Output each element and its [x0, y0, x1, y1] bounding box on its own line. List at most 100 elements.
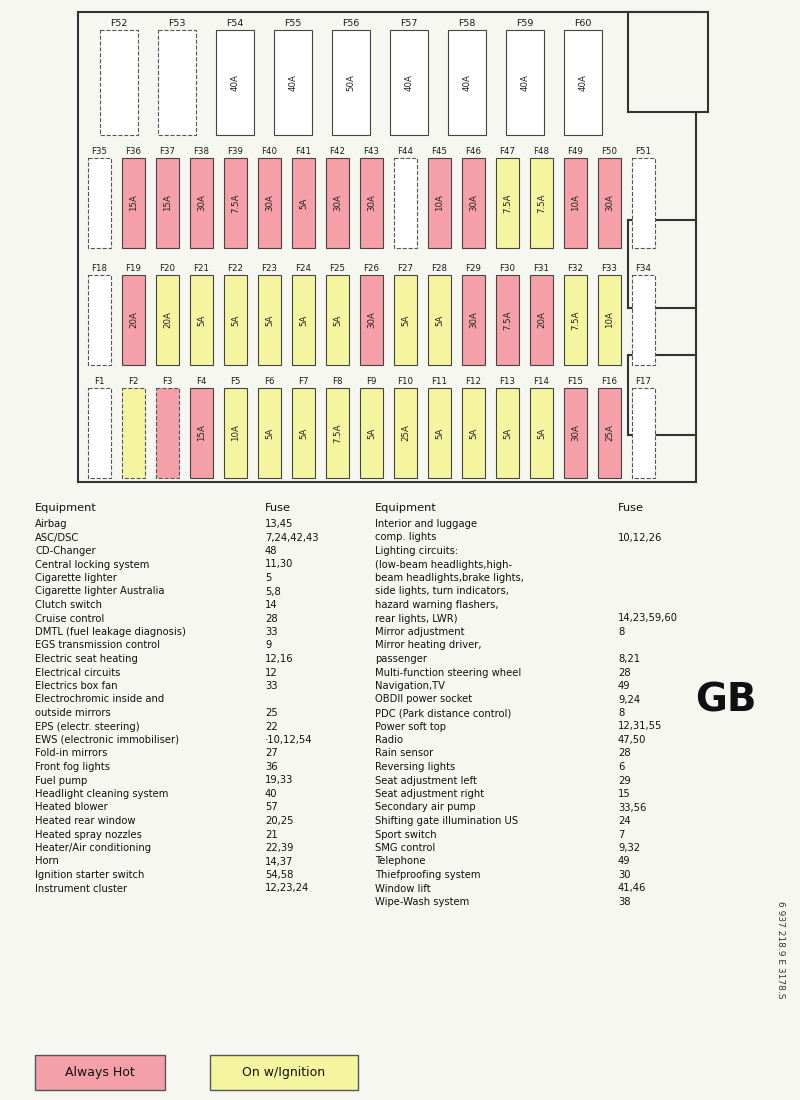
- Bar: [216, 30, 254, 135]
- Text: 15: 15: [618, 789, 630, 799]
- Bar: [628, 355, 696, 434]
- Bar: [210, 1055, 358, 1090]
- Bar: [156, 388, 179, 478]
- Text: F31: F31: [534, 264, 550, 273]
- Bar: [122, 275, 145, 365]
- Text: 28: 28: [265, 614, 278, 624]
- Text: 20A: 20A: [163, 311, 172, 329]
- Text: 40A: 40A: [521, 74, 530, 91]
- Text: 49: 49: [618, 857, 630, 867]
- Text: 14: 14: [265, 600, 278, 610]
- Text: F18: F18: [91, 264, 107, 273]
- Text: Electrochromic inside and: Electrochromic inside and: [35, 694, 164, 704]
- Text: 12,16: 12,16: [265, 654, 294, 664]
- Text: 30A: 30A: [469, 311, 478, 329]
- Text: 7,24,42,43: 7,24,42,43: [265, 532, 318, 542]
- Bar: [428, 388, 451, 478]
- Text: 10A: 10A: [571, 195, 580, 211]
- Text: F53: F53: [168, 19, 186, 28]
- Text: Rain sensor: Rain sensor: [375, 748, 434, 759]
- Text: F7: F7: [298, 377, 309, 386]
- Text: Mirror adjustment: Mirror adjustment: [375, 627, 465, 637]
- Text: 25A: 25A: [401, 425, 410, 441]
- Text: 5A: 5A: [469, 427, 478, 439]
- Text: F3: F3: [162, 377, 173, 386]
- Text: F23: F23: [262, 264, 278, 273]
- Text: Radio: Radio: [375, 735, 403, 745]
- Text: F5: F5: [230, 377, 241, 386]
- Text: F17: F17: [635, 377, 651, 386]
- Bar: [158, 30, 196, 135]
- Bar: [78, 12, 696, 482]
- Text: comp. lights: comp. lights: [375, 532, 436, 542]
- Text: 25A: 25A: [605, 425, 614, 441]
- Bar: [190, 388, 213, 478]
- Text: 25: 25: [265, 708, 278, 718]
- Text: 30: 30: [618, 870, 630, 880]
- Bar: [258, 388, 281, 478]
- Text: F42: F42: [330, 147, 346, 156]
- Text: 36: 36: [265, 762, 278, 772]
- Bar: [530, 275, 553, 365]
- Bar: [448, 30, 486, 135]
- Bar: [156, 275, 179, 365]
- Text: F49: F49: [567, 147, 583, 156]
- Text: F40: F40: [262, 147, 278, 156]
- Text: Interior and luggage: Interior and luggage: [375, 519, 477, 529]
- Text: 40A: 40A: [462, 74, 471, 91]
- Text: Power soft top: Power soft top: [375, 722, 446, 732]
- Bar: [326, 388, 349, 478]
- Text: 5A: 5A: [299, 315, 308, 326]
- Text: 5A: 5A: [265, 427, 274, 439]
- Text: 40: 40: [265, 789, 278, 799]
- Bar: [496, 388, 519, 478]
- Text: 7.5A: 7.5A: [231, 194, 240, 212]
- Text: 30A: 30A: [367, 311, 376, 329]
- Text: F6: F6: [264, 377, 274, 386]
- Bar: [598, 275, 621, 365]
- Text: side lights, turn indicators,: side lights, turn indicators,: [375, 586, 509, 596]
- Bar: [326, 275, 349, 365]
- Text: 30A: 30A: [571, 425, 580, 441]
- Text: beam headlights,brake lights,: beam headlights,brake lights,: [375, 573, 524, 583]
- Text: Equipment: Equipment: [375, 503, 437, 513]
- Text: 11,30: 11,30: [265, 560, 294, 570]
- Text: 5: 5: [265, 573, 271, 583]
- Text: 5A: 5A: [503, 427, 512, 439]
- Text: 12,23,24: 12,23,24: [265, 883, 310, 893]
- Text: F43: F43: [363, 147, 379, 156]
- Bar: [394, 275, 417, 365]
- Text: Heater/Air conditioning: Heater/Air conditioning: [35, 843, 151, 852]
- Bar: [598, 158, 621, 248]
- Text: Sport switch: Sport switch: [375, 829, 437, 839]
- Text: 5A: 5A: [367, 427, 376, 439]
- Text: Reversing lights: Reversing lights: [375, 762, 455, 772]
- Text: Cigarette lighter Australia: Cigarette lighter Australia: [35, 586, 165, 596]
- Text: Wipe-Wash system: Wipe-Wash system: [375, 896, 470, 907]
- Text: 29: 29: [618, 776, 630, 785]
- Text: 14,23,59,60: 14,23,59,60: [618, 614, 678, 624]
- Text: 7.5A: 7.5A: [503, 310, 512, 330]
- Bar: [462, 388, 485, 478]
- Text: Fold-in mirrors: Fold-in mirrors: [35, 748, 107, 759]
- Text: Heated spray nozzles: Heated spray nozzles: [35, 829, 142, 839]
- Text: Airbag: Airbag: [35, 519, 68, 529]
- Bar: [88, 158, 111, 248]
- Text: 5A: 5A: [299, 427, 308, 439]
- Text: Window lift: Window lift: [375, 883, 430, 893]
- Text: 22,39: 22,39: [265, 843, 294, 852]
- Text: outside mirrors: outside mirrors: [35, 708, 110, 718]
- Text: 20A: 20A: [129, 311, 138, 329]
- Text: CD-Changer: CD-Changer: [35, 546, 96, 556]
- Text: 5,8: 5,8: [265, 586, 281, 596]
- Text: Fuse: Fuse: [265, 503, 291, 513]
- Text: 7.5A: 7.5A: [537, 194, 546, 212]
- Bar: [428, 275, 451, 365]
- Text: F35: F35: [91, 147, 107, 156]
- Text: 30A: 30A: [333, 195, 342, 211]
- Text: F16: F16: [602, 377, 618, 386]
- Text: rear lights, LWR): rear lights, LWR): [375, 614, 458, 624]
- Text: passenger: passenger: [375, 654, 427, 664]
- Text: F10: F10: [398, 377, 414, 386]
- Text: GB: GB: [695, 681, 757, 719]
